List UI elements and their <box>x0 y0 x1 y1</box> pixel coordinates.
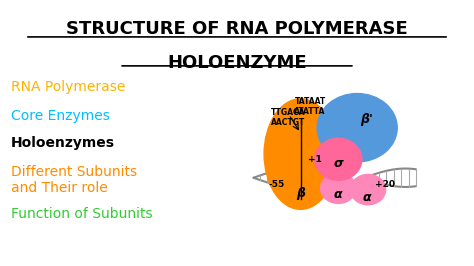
Text: +1: +1 <box>308 155 322 164</box>
Ellipse shape <box>264 99 337 209</box>
Ellipse shape <box>317 94 397 162</box>
Ellipse shape <box>315 138 362 180</box>
Text: α: α <box>334 188 343 201</box>
Ellipse shape <box>320 173 356 203</box>
Text: Different Subunits
and Their role: Different Subunits and Their role <box>11 165 137 195</box>
Text: -55: -55 <box>269 180 285 189</box>
Text: +20: +20 <box>375 180 395 189</box>
Text: RNA Polymerase: RNA Polymerase <box>11 80 125 94</box>
Text: Core Enzymes: Core Enzymes <box>11 109 109 123</box>
Text: β': β' <box>360 113 373 126</box>
Text: Function of Subunits: Function of Subunits <box>11 207 153 221</box>
Text: Holoenzymes: Holoenzymes <box>11 136 115 150</box>
Text: β: β <box>296 187 305 200</box>
Ellipse shape <box>350 174 386 205</box>
Text: HOLOENZYME: HOLOENZYME <box>167 54 307 72</box>
Text: α: α <box>362 191 371 204</box>
Text: TATAAT
ATATTA: TATAAT ATATTA <box>294 97 326 117</box>
Text: σ: σ <box>333 157 343 170</box>
Text: STRUCTURE OF RNA POLYMERASE: STRUCTURE OF RNA POLYMERASE <box>66 20 408 38</box>
Text: TTGACA
AACTGT: TTGACA AACTGT <box>271 107 305 127</box>
